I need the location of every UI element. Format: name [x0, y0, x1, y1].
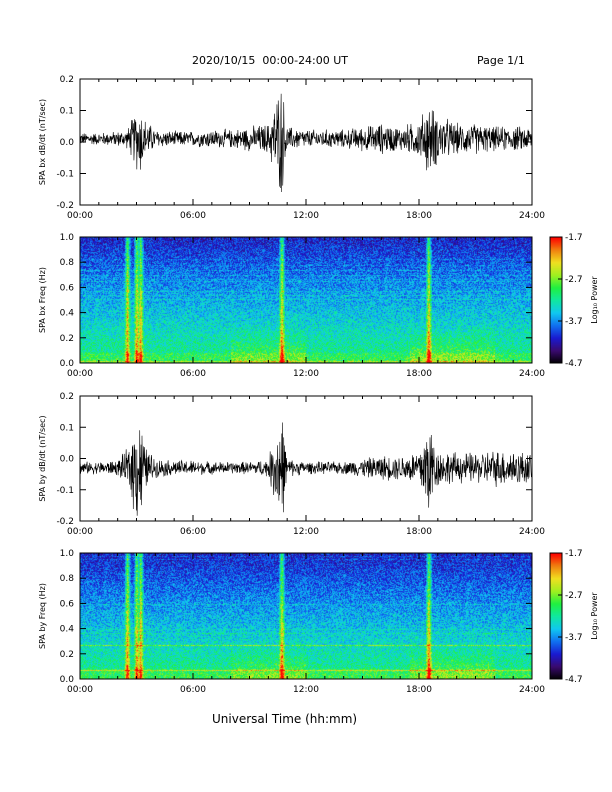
panel-3-spectrogram: [80, 553, 532, 679]
y-tick-label: 0.2: [60, 75, 74, 85]
y-tick-label: 0.0: [60, 455, 75, 465]
x-tick-label: 06:00: [180, 369, 206, 379]
y-tick-label: 0.8: [60, 258, 75, 268]
panel-3-colorbar-frame: [549, 552, 563, 680]
colorbar-tick-label: -1.7: [565, 549, 583, 559]
colorbar-tick-label: -4.7: [565, 675, 583, 685]
y-tick-label: 0.0: [60, 675, 75, 685]
x-tick-label: 24:00: [519, 211, 545, 221]
panel-1-colorbar: [550, 237, 562, 363]
x-tick-label: 12:00: [293, 685, 319, 695]
colorbar-tick-label: -3.7: [565, 633, 583, 643]
y-tick-label: 1.0: [60, 233, 75, 243]
y-tick-label: 0.8: [60, 574, 75, 584]
y-tick-label: 0.4: [60, 309, 75, 319]
panel-1-colorbar-frame: [549, 236, 563, 364]
page-number: Page 1/1: [477, 54, 525, 67]
panel-3-colorbar: [550, 553, 562, 679]
y-tick-label: 0.0: [60, 359, 75, 369]
y-tick-label: 0.0: [60, 138, 75, 148]
colorbar-tick-label: -4.7: [565, 359, 583, 369]
plot-title: 2020/10/15 00:00-24:00 UT: [192, 54, 349, 67]
y-axis-label: SPA by Freq (Hz): [38, 583, 47, 649]
colorbar-label: Log₁₀ Power: [590, 276, 599, 324]
x-tick-label: 06:00: [180, 685, 206, 695]
y-axis-label: SPA by dB/dt (nT/sec): [38, 415, 47, 501]
colorbar-tick-label: -1.7: [565, 233, 583, 243]
y-tick-label: 0.2: [60, 650, 74, 660]
panel-2-trace: [80, 422, 532, 516]
x-tick-label: 18:00: [406, 211, 432, 221]
colorbar-tick-label: -3.7: [565, 317, 583, 327]
colorbar-label: Log₁₀ Power: [590, 592, 599, 640]
panel-0-frame: [79, 78, 533, 206]
y-tick-label: -0.1: [56, 170, 74, 180]
x-tick-label: 18:00: [406, 369, 432, 379]
x-tick-label: 00:00: [67, 685, 93, 695]
panel-1-spectrogram: [80, 237, 532, 363]
y-tick-label: 1.0: [60, 549, 75, 559]
x-tick-label: 12:00: [293, 527, 319, 537]
y-axis-label: SPA bx dB/dt (nT/sec): [38, 99, 47, 185]
x-tick-label: 24:00: [519, 685, 545, 695]
x-tick-label: 24:00: [519, 369, 545, 379]
y-tick-label: 0.6: [60, 283, 75, 293]
y-tick-label: 0.6: [60, 599, 75, 609]
y-tick-label: -0.2: [56, 517, 74, 527]
colorbar-tick-label: -2.7: [565, 275, 583, 285]
x-tick-label: 12:00: [293, 369, 319, 379]
x-tick-label: 00:00: [67, 527, 93, 537]
panel-0-trace: [80, 93, 532, 193]
y-axis-label: SPA bx Freq (Hz): [38, 267, 47, 333]
x-tick-label: 24:00: [519, 527, 545, 537]
x-tick-label: 18:00: [406, 527, 432, 537]
y-tick-label: 0.2: [60, 334, 74, 344]
y-tick-label: 0.4: [60, 625, 75, 635]
x-tick-label: 18:00: [406, 685, 432, 695]
x-tick-label: 12:00: [293, 211, 319, 221]
x-tick-label: 00:00: [67, 369, 93, 379]
x-tick-label: 06:00: [180, 211, 206, 221]
y-tick-label: 0.1: [60, 423, 74, 433]
y-tick-label: 0.2: [60, 392, 74, 402]
y-tick-label: -0.1: [56, 486, 74, 496]
colorbar-tick-label: -2.7: [565, 591, 583, 601]
x-tick-label: 06:00: [180, 527, 206, 537]
x-tick-label: 00:00: [67, 211, 93, 221]
y-tick-label: -0.2: [56, 201, 74, 211]
x-axis-title: Universal Time (hh:mm): [212, 712, 358, 726]
y-tick-label: 0.1: [60, 107, 74, 117]
